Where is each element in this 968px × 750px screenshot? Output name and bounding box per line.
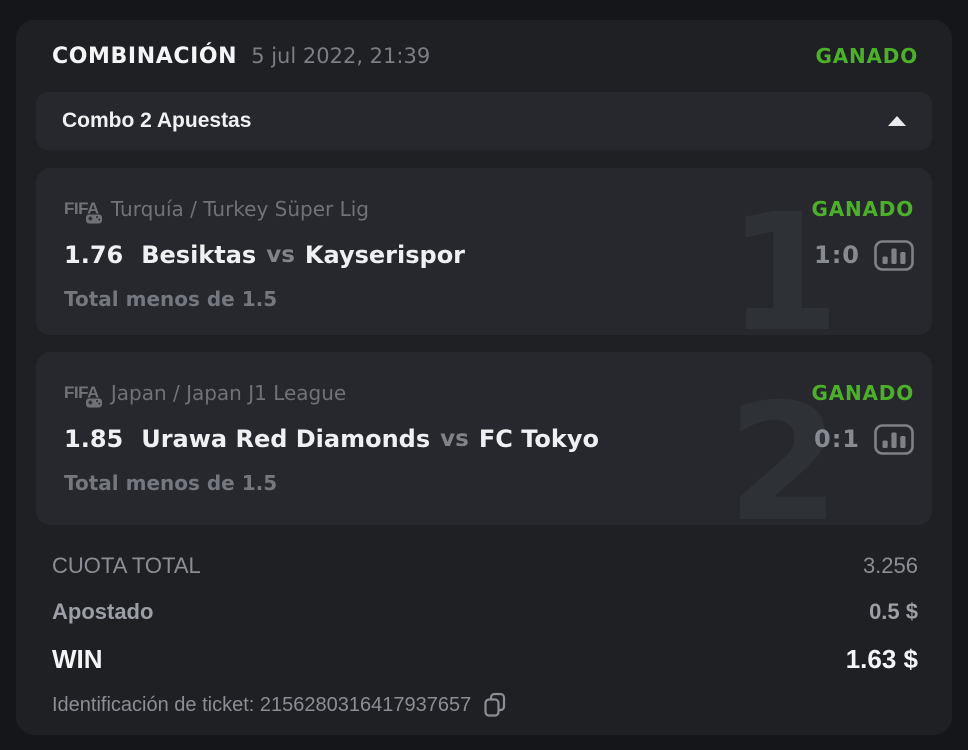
pick-row: Total menos de 1.5 xyxy=(64,471,914,495)
leg-odds: 1.76 xyxy=(64,241,124,269)
combo-label: Combo 2 Apuestas xyxy=(62,109,252,132)
collapse-triangle-icon[interactable] xyxy=(888,116,906,126)
match-row: 1.76 Besiktas vs Kayserispor 1:0 xyxy=(64,238,914,272)
stats-icon[interactable] xyxy=(874,239,914,271)
league-name: Japan / Japan J1 League xyxy=(110,381,347,405)
match-score: 0:1 xyxy=(814,425,860,453)
ticket-id-value: 2156280316417937657 xyxy=(259,693,472,716)
combo-collapse-bar[interactable]: Combo 2 Apuestas xyxy=(36,92,932,150)
total-odds-value: 3.256 xyxy=(862,553,918,578)
total-odds-row: CUOTA TOTAL 3.256 xyxy=(52,543,918,589)
leg-number-watermark: 1 xyxy=(727,180,840,335)
ticket-id-text: Identificación de ticket: 21562803164179… xyxy=(52,694,471,717)
ticket-type-title: COMBINACIÓN xyxy=(52,43,238,69)
vs-label: vs xyxy=(440,426,469,452)
home-team: Urawa Red Diamonds xyxy=(141,425,431,453)
gamepad-icon xyxy=(84,397,103,409)
copy-icon xyxy=(484,692,506,717)
ticket-status-badge: GANADO xyxy=(815,44,918,68)
fifa-logo-text: FIFA xyxy=(64,199,99,218)
home-team: Besiktas xyxy=(141,241,257,269)
bet-ticket-panel: COMBINACIÓN 5 jul 2022, 21:39 GANADO Com… xyxy=(16,20,952,735)
ticket-id-label: Identificación de ticket: xyxy=(52,693,255,716)
away-team: Kayserispor xyxy=(304,241,466,269)
score-block: 0:1 xyxy=(814,423,914,455)
gamepad-icon xyxy=(84,213,103,225)
league-row: FIFA Turquía / Turkey Süper Lig GANADO xyxy=(64,194,914,225)
ticket-summary: CUOTA TOTAL 3.256 Apostado 0.5 $ WIN 1.6… xyxy=(16,525,952,727)
leg-odds: 1.85 xyxy=(64,425,124,453)
away-team: FC Tokyo xyxy=(478,425,599,453)
bet-leg-card-1: 1 FIFA Turquía / Turkey Süper Lig GANADO… xyxy=(36,168,932,335)
stats-icon[interactable] xyxy=(874,423,914,455)
vs-label: vs xyxy=(266,242,295,268)
bet-pick: Total menos de 1.5 xyxy=(64,287,278,311)
ticket-date: 5 jul 2022, 21:39 xyxy=(251,44,431,68)
total-odds-label: CUOTA TOTAL xyxy=(52,553,201,578)
match-row: 1.85 Urawa Red Diamonds vs FC Tokyo 0:1 xyxy=(64,422,914,456)
ticket-header: COMBINACIÓN 5 jul 2022, 21:39 GANADO xyxy=(16,20,952,92)
stake-row: Apostado 0.5 $ xyxy=(52,589,918,635)
win-label: WIN xyxy=(52,643,103,674)
bet-pick: Total menos de 1.5 xyxy=(64,471,278,495)
league-row: FIFA Japan / Japan J1 League GANADO xyxy=(64,378,914,409)
win-row: WIN 1.63 $ xyxy=(52,635,918,683)
copy-ticket-id-button[interactable] xyxy=(483,692,507,718)
win-value: 1.63 $ xyxy=(845,643,918,674)
bet-leg-card-2: 2 FIFA Japan / Japan J1 League GANADO 1.… xyxy=(36,352,932,525)
fifa-logo-text: FIFA xyxy=(64,383,99,402)
leg-number-watermark: 2 xyxy=(727,370,840,525)
fifa-provider-icon: FIFA xyxy=(64,383,103,409)
leg-status-badge: GANADO xyxy=(811,197,914,221)
league-name: Turquía / Turkey Süper Lig xyxy=(110,197,369,221)
ticket-id-row: Identificación de ticket: 21562803164179… xyxy=(52,683,918,727)
pick-row: Total menos de 1.5 xyxy=(64,287,914,311)
fifa-provider-icon: FIFA xyxy=(64,199,103,225)
match-score: 1:0 xyxy=(814,241,860,269)
leg-status-badge: GANADO xyxy=(811,381,914,405)
score-block: 1:0 xyxy=(814,239,914,271)
stake-value: 0.5 $ xyxy=(869,599,918,624)
stake-label: Apostado xyxy=(52,599,154,624)
